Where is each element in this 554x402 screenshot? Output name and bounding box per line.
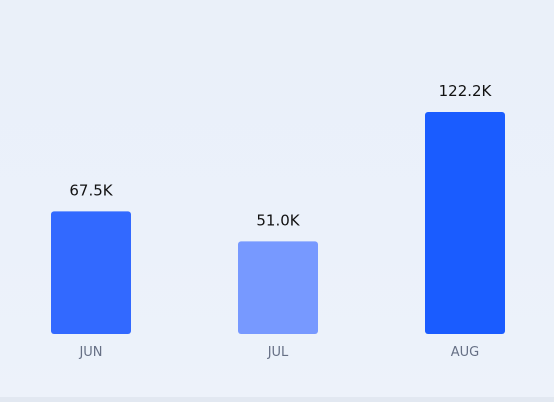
bar-jun bbox=[51, 211, 131, 334]
value-label-jul: 51.0K bbox=[256, 211, 300, 229]
bottom-divider bbox=[0, 397, 554, 402]
value-label-jun: 67.5K bbox=[69, 181, 113, 199]
category-label-jul: JUL bbox=[267, 345, 289, 360]
category-label-aug: AUG bbox=[451, 345, 479, 360]
category-label-jun: JUN bbox=[78, 345, 102, 360]
value-label-aug: 122.2K bbox=[439, 82, 493, 100]
bar-jul bbox=[238, 241, 318, 334]
bar-aug bbox=[425, 112, 505, 334]
